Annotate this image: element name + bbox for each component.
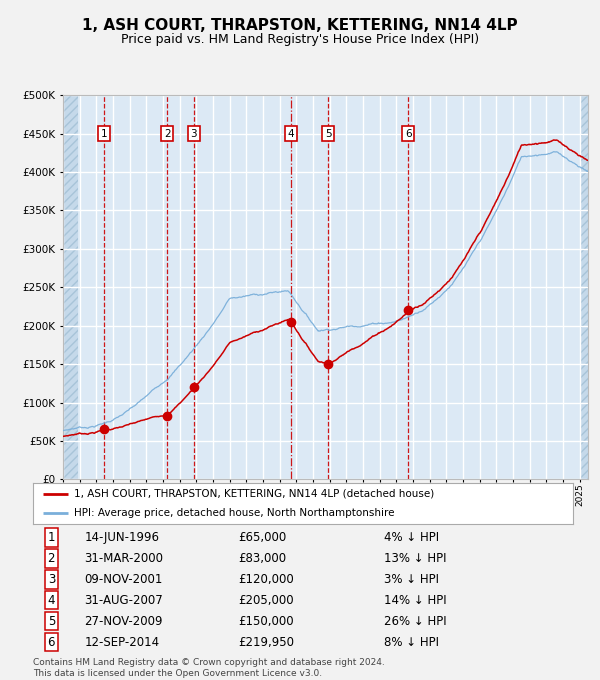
Text: £83,000: £83,000 [238, 552, 286, 565]
Text: 1: 1 [101, 129, 107, 139]
Text: 26% ↓ HPI: 26% ↓ HPI [384, 615, 446, 628]
Text: HPI: Average price, detached house, North Northamptonshire: HPI: Average price, detached house, Nort… [74, 507, 394, 517]
Text: 6: 6 [405, 129, 412, 139]
Text: £219,950: £219,950 [238, 636, 294, 649]
Text: £205,000: £205,000 [238, 594, 294, 607]
Text: 3: 3 [191, 129, 197, 139]
Text: 5: 5 [325, 129, 331, 139]
Text: 2: 2 [47, 552, 55, 565]
Text: 31-MAR-2000: 31-MAR-2000 [84, 552, 163, 565]
Text: 09-NOV-2001: 09-NOV-2001 [84, 573, 163, 586]
Text: 4: 4 [287, 129, 294, 139]
Text: Price paid vs. HM Land Registry's House Price Index (HPI): Price paid vs. HM Land Registry's House … [121, 33, 479, 46]
Bar [581, 95, 588, 479]
Text: £65,000: £65,000 [238, 531, 286, 544]
Text: 31-AUG-2007: 31-AUG-2007 [84, 594, 163, 607]
Text: 14-JUN-1996: 14-JUN-1996 [84, 531, 160, 544]
Text: 1, ASH COURT, THRAPSTON, KETTERING, NN14 4LP: 1, ASH COURT, THRAPSTON, KETTERING, NN14… [82, 18, 518, 33]
Text: 27-NOV-2009: 27-NOV-2009 [84, 615, 163, 628]
Text: 2: 2 [164, 129, 170, 139]
Text: 14% ↓ HPI: 14% ↓ HPI [384, 594, 446, 607]
Text: 6: 6 [47, 636, 55, 649]
Text: 4: 4 [47, 594, 55, 607]
Text: £120,000: £120,000 [238, 573, 294, 586]
Text: 8% ↓ HPI: 8% ↓ HPI [384, 636, 439, 649]
Text: 1, ASH COURT, THRAPSTON, KETTERING, NN14 4LP (detached house): 1, ASH COURT, THRAPSTON, KETTERING, NN14… [74, 489, 434, 499]
Text: £150,000: £150,000 [238, 615, 294, 628]
Bar [63, 95, 79, 479]
Text: 13% ↓ HPI: 13% ↓ HPI [384, 552, 446, 565]
Text: 5: 5 [47, 615, 55, 628]
Bar [63, 95, 79, 479]
Bar [581, 95, 588, 479]
Text: Contains HM Land Registry data © Crown copyright and database right 2024.
This d: Contains HM Land Registry data © Crown c… [33, 658, 385, 678]
Text: 12-SEP-2014: 12-SEP-2014 [84, 636, 160, 649]
Text: 1: 1 [47, 531, 55, 544]
Text: 4% ↓ HPI: 4% ↓ HPI [384, 531, 439, 544]
Text: 3: 3 [47, 573, 55, 586]
Text: 3% ↓ HPI: 3% ↓ HPI [384, 573, 439, 586]
